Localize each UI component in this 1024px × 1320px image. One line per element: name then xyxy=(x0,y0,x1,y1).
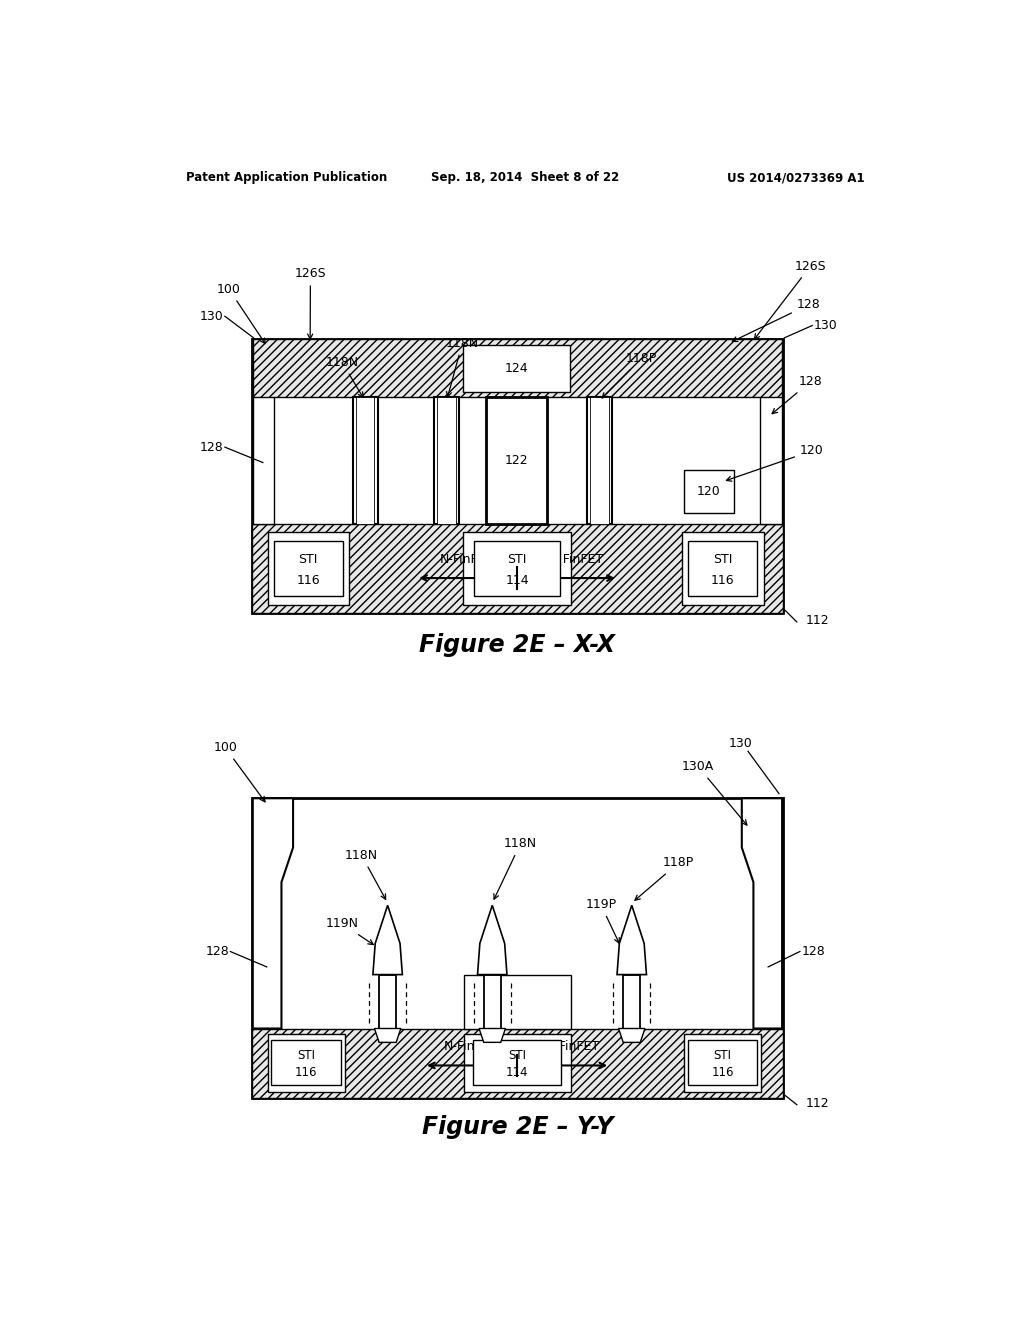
Bar xyxy=(474,541,560,595)
Bar xyxy=(252,339,783,612)
Text: 114: 114 xyxy=(505,574,528,587)
Bar xyxy=(463,532,571,605)
Bar xyxy=(253,339,274,524)
Text: N-FinFET: N-FinFET xyxy=(439,553,494,566)
Text: 118N: 118N xyxy=(445,337,479,397)
Bar xyxy=(352,397,378,524)
Text: 118P: 118P xyxy=(635,857,694,900)
Bar xyxy=(682,532,764,605)
Text: P- FinFET: P- FinFET xyxy=(547,553,603,566)
Text: 122: 122 xyxy=(505,454,528,467)
Text: 128: 128 xyxy=(732,298,820,342)
Polygon shape xyxy=(618,1028,645,1043)
Polygon shape xyxy=(617,906,646,974)
Text: 130: 130 xyxy=(728,738,752,751)
Text: Figure 2E – X-X: Figure 2E – X-X xyxy=(420,634,615,657)
Bar xyxy=(356,397,375,524)
Text: 130: 130 xyxy=(200,310,223,323)
Polygon shape xyxy=(375,1028,400,1043)
Text: 118P: 118P xyxy=(602,352,656,399)
Bar xyxy=(252,797,783,1098)
Text: 119P: 119P xyxy=(586,898,620,942)
Text: 120: 120 xyxy=(697,484,721,498)
Text: Figure 2E – Y-Y: Figure 2E – Y-Y xyxy=(422,1115,613,1139)
Text: 124: 124 xyxy=(505,362,528,375)
Text: 116: 116 xyxy=(711,574,734,587)
Text: 100: 100 xyxy=(217,282,265,343)
Text: US 2014/0273369 A1: US 2014/0273369 A1 xyxy=(727,172,864,185)
Bar xyxy=(434,397,459,524)
Bar xyxy=(483,974,501,1028)
Polygon shape xyxy=(253,799,293,1028)
Text: Sep. 18, 2014  Sheet 8 of 22: Sep. 18, 2014 Sheet 8 of 22 xyxy=(431,172,618,185)
Text: 116: 116 xyxy=(296,574,319,587)
Text: 130: 130 xyxy=(814,319,838,333)
Bar xyxy=(590,397,608,524)
Text: 128: 128 xyxy=(205,945,229,958)
Text: 114: 114 xyxy=(506,1067,528,1080)
Bar xyxy=(252,524,783,612)
Text: 118N: 118N xyxy=(494,837,537,899)
Text: STI: STI xyxy=(508,1048,526,1061)
Text: P- FinFET: P- FinFET xyxy=(544,1040,599,1053)
Bar xyxy=(684,470,734,512)
Bar xyxy=(267,1034,345,1092)
Text: 112: 112 xyxy=(806,1097,829,1110)
Bar xyxy=(486,397,547,524)
Text: 119N: 119N xyxy=(326,917,374,945)
Bar xyxy=(761,339,782,524)
Bar xyxy=(273,541,343,595)
Text: 128: 128 xyxy=(772,375,822,413)
Bar xyxy=(624,974,640,1028)
Text: STI: STI xyxy=(299,553,317,566)
Bar xyxy=(463,345,569,392)
Polygon shape xyxy=(479,1028,506,1043)
Bar xyxy=(379,974,396,1028)
Text: 126S: 126S xyxy=(755,260,826,339)
Polygon shape xyxy=(741,799,782,1028)
Text: 128: 128 xyxy=(200,441,223,454)
Text: 116: 116 xyxy=(712,1067,733,1080)
Bar xyxy=(684,1034,761,1092)
Polygon shape xyxy=(477,906,507,974)
Bar xyxy=(464,1034,570,1092)
Text: STI: STI xyxy=(507,553,526,566)
Bar xyxy=(464,974,570,1028)
Bar xyxy=(587,397,611,524)
Text: 118N: 118N xyxy=(326,356,364,397)
Text: 126S: 126S xyxy=(295,268,327,339)
Text: 120: 120 xyxy=(726,445,823,482)
Text: 100: 100 xyxy=(213,741,265,801)
Text: STI: STI xyxy=(713,553,732,566)
Bar xyxy=(473,1040,561,1085)
Text: N-FinFET: N-FinFET xyxy=(443,1040,498,1053)
Polygon shape xyxy=(373,906,402,974)
Bar xyxy=(437,397,456,524)
Text: STI: STI xyxy=(297,1048,315,1061)
Text: 128: 128 xyxy=(802,945,825,958)
Text: 116: 116 xyxy=(295,1067,317,1080)
Bar xyxy=(687,1040,758,1085)
Bar xyxy=(252,1028,783,1098)
Text: 118N: 118N xyxy=(345,849,386,899)
Text: Patent Application Publication: Patent Application Publication xyxy=(186,172,387,185)
Bar xyxy=(688,541,758,595)
Bar xyxy=(267,532,349,605)
Bar xyxy=(271,1040,341,1085)
Text: STI: STI xyxy=(714,1048,731,1061)
Text: 112: 112 xyxy=(806,614,829,627)
Bar xyxy=(253,339,782,397)
Text: 130A: 130A xyxy=(682,760,746,825)
